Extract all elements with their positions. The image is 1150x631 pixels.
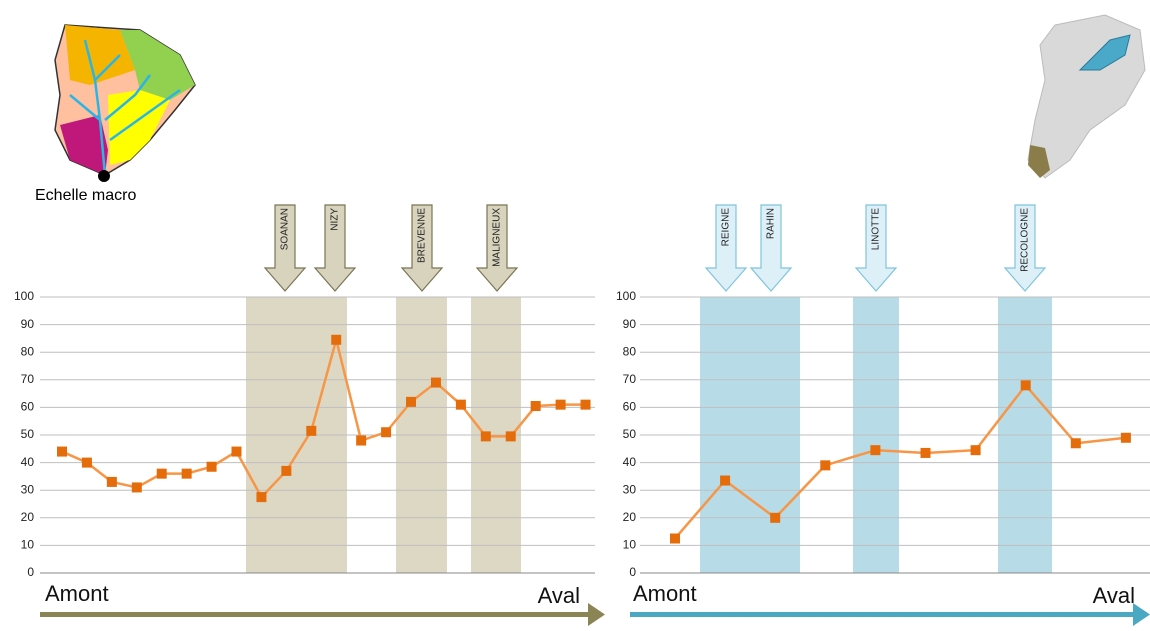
data-point [455, 399, 466, 410]
y-tick-label: 100 [14, 289, 34, 303]
data-point [480, 431, 491, 442]
tributary-label: NIZY [330, 208, 341, 231]
data-point [920, 447, 931, 458]
start-label: Amont [45, 581, 109, 606]
data-point [530, 401, 541, 412]
data-point [156, 468, 167, 479]
data-point [331, 334, 342, 345]
tributary-label: LINOTTE [871, 208, 882, 251]
tributary-arrow [263, 204, 307, 292]
data-point [381, 427, 392, 438]
data-point [430, 377, 441, 388]
y-tick-label: 10 [623, 538, 637, 552]
tributary-arrow [749, 204, 793, 292]
data-point [670, 533, 680, 544]
data-point [555, 399, 566, 410]
tributary-arrow [475, 204, 519, 292]
y-tick-label: 30 [623, 482, 637, 496]
data-point [970, 445, 981, 456]
data-point [1120, 432, 1131, 443]
data-line [61, 334, 586, 500]
y-tick-label: 50 [623, 427, 637, 441]
region-icon [1027, 14, 1146, 179]
y-tick-label: 40 [21, 455, 35, 469]
y-tick-label: 40 [623, 455, 637, 469]
data-point [356, 435, 367, 446]
data-point [580, 399, 591, 410]
y-tick-label: 70 [623, 372, 637, 386]
data-point [231, 446, 242, 457]
end-label: Aval [1093, 583, 1135, 608]
tributary-arrow [704, 204, 748, 292]
y-tick-label: 10 [21, 538, 35, 552]
y-tick-label: 90 [623, 317, 637, 331]
data-point [281, 465, 292, 476]
tributary-label: SOANAN [280, 208, 291, 250]
tributary-arrow [854, 204, 898, 292]
data-point [505, 431, 516, 442]
data-point [181, 468, 192, 479]
y-tick-label: 50 [21, 427, 35, 441]
tributary-arrow [1003, 204, 1047, 292]
tributary-label: RAHIN [766, 208, 777, 239]
data-point [57, 446, 67, 457]
tributary-arrow [313, 204, 357, 292]
data-point [820, 460, 831, 471]
y-tick-label: 60 [623, 400, 637, 414]
data-point [870, 445, 881, 456]
tributary-label: BREVENNE [417, 208, 428, 263]
data-point [770, 512, 781, 523]
y-tick-label: 80 [623, 344, 637, 358]
y-tick-label: 100 [616, 289, 636, 303]
caption: Echelle macro [35, 187, 136, 204]
y-tick-label: 70 [21, 372, 35, 386]
data-point [256, 492, 267, 503]
flow-arrows [40, 603, 1150, 626]
watershed-icon [54, 24, 196, 182]
tributary-label: REIGNE [721, 208, 732, 247]
y-tick-label: 20 [623, 510, 637, 524]
data-point [131, 482, 142, 493]
y-tick-label: 0 [27, 565, 34, 579]
data-point [306, 425, 317, 436]
tributary-label: RECOLOGNE [1020, 208, 1031, 272]
y-tick-label: 0 [629, 565, 636, 579]
data-point [1020, 380, 1031, 391]
y-tick-label: 30 [21, 482, 35, 496]
tributary-arrow [400, 204, 444, 292]
data-point [1070, 438, 1081, 449]
data-point [81, 457, 92, 468]
data-point [106, 476, 117, 487]
data-point [720, 475, 731, 486]
end-label: Aval [538, 583, 580, 608]
data-line [674, 383, 1127, 540]
y-tick-label: 90 [21, 317, 35, 331]
y-tick-label: 80 [21, 344, 35, 358]
tributary-label: MALIGNEUX [492, 208, 503, 267]
data-point [406, 396, 417, 407]
y-tick-label: 60 [21, 400, 35, 414]
y-tick-label: 20 [21, 510, 35, 524]
start-label: Amont [633, 581, 697, 606]
data-point [206, 461, 217, 472]
